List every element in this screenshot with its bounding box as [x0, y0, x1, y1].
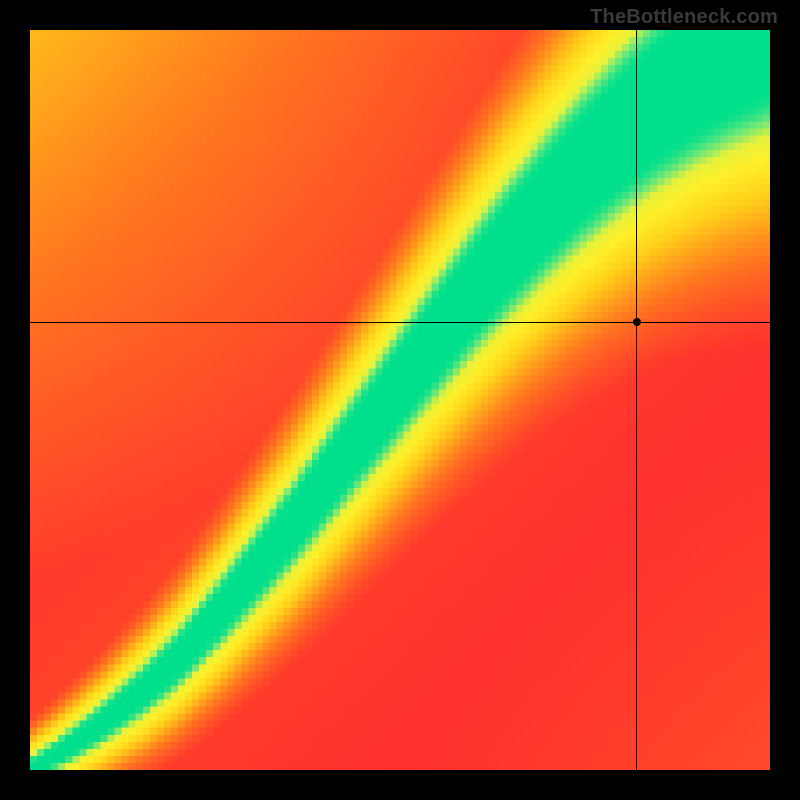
- heatmap-plot: [30, 30, 770, 770]
- watermark-text: TheBottleneck.com: [590, 6, 778, 29]
- crosshair-horizontal: [30, 322, 770, 323]
- crosshair-marker: [633, 318, 641, 326]
- heatmap-canvas: [30, 30, 770, 770]
- crosshair-vertical: [636, 30, 637, 770]
